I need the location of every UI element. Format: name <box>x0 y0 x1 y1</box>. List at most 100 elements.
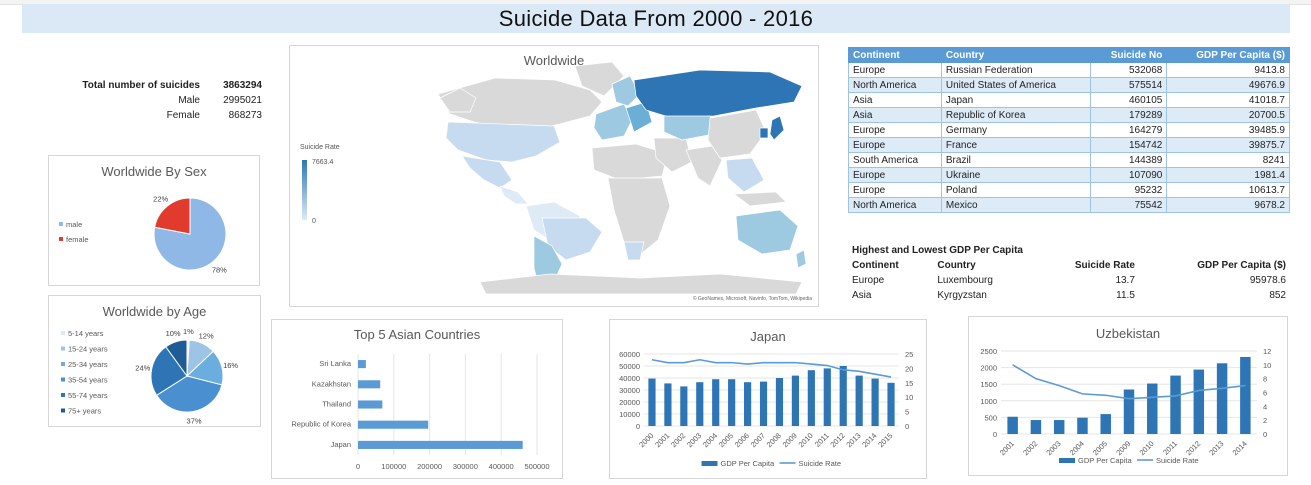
map-region-south-africa <box>623 241 645 261</box>
map-legend-max: 7663.4 <box>312 159 334 166</box>
totals-summary: Total number of suicides 3863294 Male 29… <box>40 78 262 123</box>
world-map <box>437 61 807 295</box>
cell: North America <box>848 197 942 213</box>
table-header-row: Continent Country Suicide No GDP Per Cap… <box>848 47 1290 63</box>
x-tick-label: 2011 <box>1161 439 1179 457</box>
y2-tick-label: 10 <box>1263 361 1271 370</box>
bar <box>1100 414 1111 434</box>
x-tick-label: 2010 <box>1138 439 1156 457</box>
y2-tick-label: 10 <box>905 393 913 402</box>
bar <box>1147 383 1158 434</box>
gdp-col-gdp: GDP Per Capita ($) <box>1197 260 1286 271</box>
female-label: Female <box>166 110 200 121</box>
asian-bar-panel[interactable]: Top 5 Asian Countries 0 100000 200000 30000… <box>271 319 563 479</box>
uzbekistan-chart-title: Uzbekistan <box>1095 326 1161 341</box>
x-tick-label: 2000 <box>637 431 655 449</box>
top-countries-table: Continent Country Suicide No GDP Per Cap… <box>848 47 1290 213</box>
pie-data-label: 10% <box>166 329 181 338</box>
y-tick-label: 40000 <box>619 374 640 383</box>
table-row: North America Mexico 75542 9678.2 <box>848 197 1290 213</box>
world-map-panel[interactable]: Worldwide Suicide Rate 7663.4 0 <box>289 45 819 307</box>
uzbekistan-combo-chart: 0 500 1000 1500 2000 2500 0 2 4 6 8 10 12 2001 2002 200… <box>980 347 1271 465</box>
sex-pie-title: Worldwide By Sex <box>101 164 207 179</box>
legend-swatch <box>61 393 65 397</box>
sex-pie-panel[interactable]: Worldwide By Sex 78% 22% male female <box>48 155 260 286</box>
bar <box>1240 356 1251 434</box>
y-tick-label: 30000 <box>619 386 640 395</box>
cell: Brazil <box>940 152 1092 168</box>
col-suicide-no[interactable]: Suicide No <box>1090 47 1168 63</box>
x-tick-label: 2007 <box>749 431 767 449</box>
x-tick-label: 2004 <box>701 431 719 449</box>
legend-swatch <box>1059 458 1075 463</box>
age-pie-panel[interactable]: Worldwide by Age 1% 12% 16% 37% 24% 10% 5-14 y… <box>48 295 261 427</box>
bar <box>759 381 768 426</box>
legend-label: 35-54 years <box>68 376 108 385</box>
bar <box>1007 416 1018 434</box>
uzbekistan-chart-panel[interactable]: Uzbekistan 0 500 1000 1500 2000 2500 0 2 4 6 8 10 12… <box>968 316 1288 476</box>
y-tick-label: 2500 <box>980 347 997 356</box>
col-continent[interactable]: Continent <box>848 47 942 63</box>
y-tick-label: 60000 <box>619 350 640 359</box>
map-legend-gradient <box>302 160 307 220</box>
japan-combo-chart: 0 10000 20000 30000 40000 50000 60000 0 5 10 15 20 2… <box>619 350 913 468</box>
cell: 41018.7 <box>1166 92 1290 108</box>
cell: Europe <box>848 62 942 78</box>
x-tick-label: 2004 <box>1068 439 1086 457</box>
y-tick-label: 1500 <box>980 380 997 389</box>
map-region-alaska <box>439 87 477 113</box>
gdp-col-continent: Continent <box>852 260 899 271</box>
legend-swatch <box>61 331 65 335</box>
table-row: Europe Poland 95232 10613.7 <box>848 182 1290 198</box>
cell: 39875.7 <box>1166 137 1290 153</box>
bar <box>839 366 847 426</box>
gdp-table-title: Highest and Lowest GDP Per Capita <box>852 245 1023 256</box>
y-tick-label: 0 <box>993 430 997 439</box>
legend-label: male <box>66 220 82 229</box>
x-tick-label: 2010 <box>797 431 815 449</box>
map-legend-title: Suicide Rate <box>300 144 340 151</box>
y-tick-label: 1000 <box>980 397 997 406</box>
x-tick-label: 2008 <box>765 431 783 449</box>
bar <box>696 382 704 426</box>
col-country[interactable]: Country <box>940 47 1092 63</box>
legend-label: 55-74 years <box>68 391 108 400</box>
x-tick-label: 2011 <box>813 431 831 449</box>
legend-label: 15-24 years <box>68 345 108 354</box>
legend-swatch <box>701 461 718 466</box>
map-region-central-asia <box>663 115 715 141</box>
bar <box>807 370 815 426</box>
legend-swatch <box>59 237 63 241</box>
gdp-col-rate: Suicide Rate <box>1074 260 1135 271</box>
cell: Asia <box>852 290 872 301</box>
asian-bar-title: Top 5 Asian Countries <box>353 327 481 342</box>
bar <box>823 368 831 426</box>
table-row: Asia Japan 460105 41018.7 <box>848 92 1290 108</box>
cell: 144389 <box>1090 152 1168 168</box>
x-tick-label: 2001 <box>998 439 1016 457</box>
map-title: Worldwide <box>523 53 585 68</box>
cell: Asia <box>848 107 942 123</box>
cell: Russian Federation <box>940 62 1092 78</box>
bar <box>1053 420 1065 434</box>
legend-label: 25-34 years <box>68 360 108 369</box>
table-row: Europe Germany 164279 39485.9 <box>848 122 1290 138</box>
japan-chart-panel[interactable]: Japan 0 10000 20000 30000 40000 50000 60000 0 5 1… <box>609 319 927 479</box>
y2-tick-label: 4 <box>1263 402 1267 411</box>
legend-label: Suicide Rate <box>799 459 842 468</box>
legend-label: 75+ years <box>68 407 101 416</box>
pie-data-label: 1% <box>183 327 194 336</box>
y-tick-label: Kazakhstan <box>312 379 351 388</box>
cell: 10613.7 <box>1166 182 1290 198</box>
cell: 179289 <box>1090 107 1168 123</box>
total-label: Total number of suicides <box>82 80 200 91</box>
cell: Republic of Korea <box>940 107 1092 123</box>
col-gdp[interactable]: GDP Per Capita ($) <box>1166 47 1290 63</box>
cell: 8241 <box>1166 152 1290 168</box>
map-region-usa <box>445 121 561 163</box>
cell: 460105 <box>1090 92 1168 108</box>
bar <box>1030 420 1042 434</box>
x-tick-label: 2006 <box>733 431 751 449</box>
pie-slice <box>154 197 191 235</box>
bar <box>1170 375 1181 434</box>
